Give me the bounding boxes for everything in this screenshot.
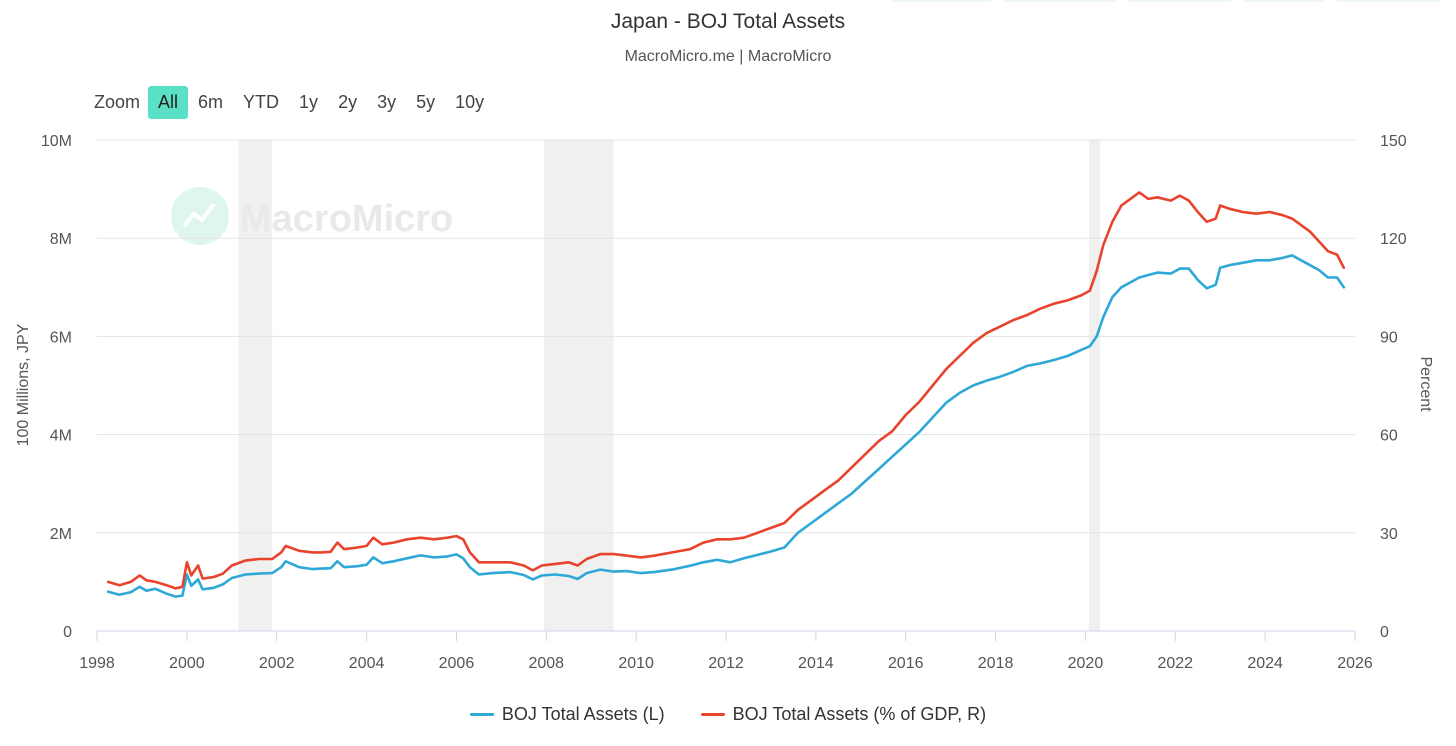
series-line-boj-total-assets-gdp xyxy=(106,191,1346,590)
zoom-selector: Zoom All 6m YTD 1y 2y 3y 5y 10y xyxy=(94,86,494,119)
chart-subtitle: MacroMicro.me | MacroMicro xyxy=(624,48,832,65)
zoom-button-2y[interactable]: 2y xyxy=(338,92,358,112)
watermark: MacroMicro xyxy=(171,187,453,245)
recession-bands xyxy=(238,140,1101,631)
legend-label: BOJ Total Assets (L) xyxy=(501,704,665,724)
x-tick-label: 2014 xyxy=(798,655,834,672)
y-left-tick-label: 6M xyxy=(50,329,72,346)
toolbar-button-1[interactable] xyxy=(890,0,992,2)
zoom-button-5y[interactable]: 5y xyxy=(416,92,436,112)
legend-swatch-red xyxy=(700,713,725,716)
watermark-text: MacroMicro xyxy=(240,198,453,240)
zoom-button-1y[interactable]: 1y xyxy=(299,92,319,112)
y-left-tick-label: 0 xyxy=(63,624,72,641)
x-tick-label: 2018 xyxy=(978,655,1014,672)
x-tick-label: 2010 xyxy=(618,655,654,672)
x-tick-label: 2022 xyxy=(1157,655,1193,672)
toolbar-button-3[interactable] xyxy=(1126,0,1232,2)
zoom-label: Zoom xyxy=(94,92,141,112)
zoom-button-10y[interactable]: 10y xyxy=(455,92,485,112)
legend-item-boj-total-assets[interactable]: BOJ Total Assets (L) xyxy=(469,704,665,725)
legend-item-boj-total-assets-gdp[interactable]: BOJ Total Assets (% of GDP, R) xyxy=(700,704,987,725)
x-tick-label: 2002 xyxy=(259,655,295,672)
chart-title: Japan - BOJ Total Assets xyxy=(610,10,846,33)
y-right-tick-label: 120 xyxy=(1380,231,1407,248)
x-tick-label: 2004 xyxy=(349,655,385,672)
zoom-button-3y[interactable]: 3y xyxy=(377,92,397,112)
zoom-button-6m[interactable]: 6m xyxy=(198,92,224,112)
x-tick-label: 2016 xyxy=(888,655,924,672)
toolbar-button-4[interactable] xyxy=(1242,0,1326,2)
x-tick-label: 2012 xyxy=(708,655,744,672)
series xyxy=(106,191,1346,598)
recession-band xyxy=(544,140,614,631)
x-tick-label: 1998 xyxy=(79,655,115,672)
watermark-logo-trend-icon xyxy=(182,202,216,228)
y-right-tick-label: 30 xyxy=(1380,526,1398,543)
y-right-tick-label: 60 xyxy=(1380,428,1398,445)
y-right-axis-title: Percent xyxy=(1417,356,1434,412)
zoom-button-all[interactable]: All xyxy=(148,86,189,119)
recession-band xyxy=(1089,140,1101,631)
toolbar-button-5[interactable] xyxy=(1336,0,1442,2)
x-tick-label: 2020 xyxy=(1068,655,1104,672)
x-tick-label: 2008 xyxy=(528,655,564,672)
legend-label: BOJ Total Assets (% of GDP, R) xyxy=(732,704,987,724)
gridlines xyxy=(97,139,1355,534)
y-left-tick-label: 2M xyxy=(50,526,72,543)
y-left-tick-label: 10M xyxy=(41,133,72,150)
axes: 0 2M 4M 6M 8M 10M 0 30 60 90 120 150 1998 2000 2002 200… xyxy=(41,133,1407,672)
legend: BOJ Total Assets (L) BOJ Total Assets (%… xyxy=(0,704,1456,725)
zoom-button-ytd[interactable]: YTD xyxy=(243,92,280,112)
series-line-boj-total-assets xyxy=(106,254,1346,598)
y-right-tick-label: 0 xyxy=(1380,624,1389,641)
x-tick-label: 2000 xyxy=(169,655,205,672)
y-right-tick-label: 90 xyxy=(1380,329,1398,346)
x-tick-label: 2024 xyxy=(1247,655,1283,672)
x-tick-label: 2006 xyxy=(439,655,475,672)
y-left-tick-label: 8M xyxy=(50,231,72,248)
y-left-tick-label: 4M xyxy=(50,428,72,445)
y-left-axis-title: 100 Millions, JPY xyxy=(15,323,32,446)
x-tick-label: 2026 xyxy=(1337,655,1373,672)
recession-band xyxy=(238,140,273,631)
toolbar-button-2[interactable] xyxy=(1002,0,1116,2)
legend-swatch-blue xyxy=(469,713,494,716)
y-right-tick-label: 150 xyxy=(1380,133,1407,150)
